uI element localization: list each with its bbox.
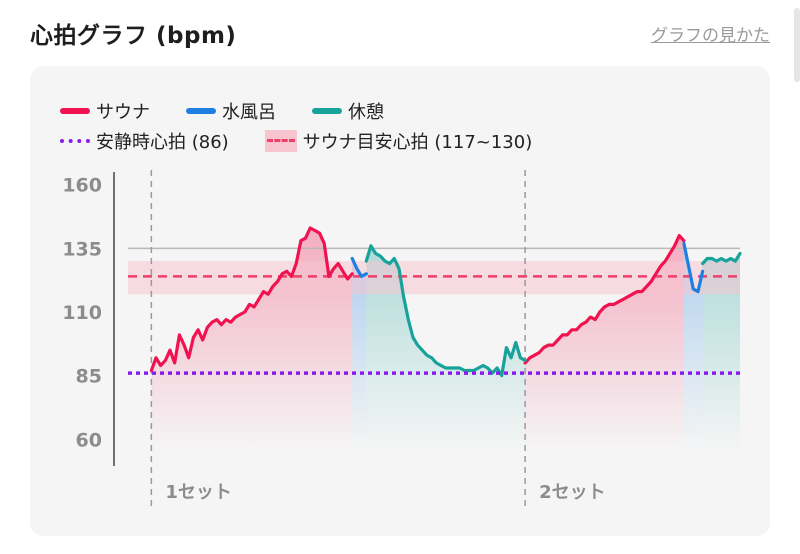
page-title: 心拍グラフ (bpm) (30, 23, 237, 49)
legend-swatch-sauna (60, 108, 90, 114)
set-label-2: 2セット (539, 482, 606, 503)
target-zone-band (128, 261, 740, 295)
legend-swatch-resting-hr (60, 139, 90, 143)
legend-label-resting-hr: 安静時心拍 (86) (96, 132, 229, 153)
series-line-0-1 (523, 234, 686, 365)
series-line-2-1 (701, 251, 742, 266)
legend-item-target-zone: サウナ目安心拍 (117~130) (264, 128, 533, 154)
series-lines (128, 226, 742, 378)
y-tick-label: 60 (76, 429, 102, 451)
legend-item-resting-hr: 安静時心拍 (86) (60, 128, 229, 154)
series-line-1-0 (350, 256, 368, 278)
legend-item-rest: 休憩 (312, 98, 384, 124)
legend-swatch-rest (312, 108, 342, 114)
series-line-2-0 (364, 244, 527, 378)
legend-label-cold-bath: 水風呂 (222, 102, 276, 123)
legend-label-sauna: サウナ (96, 102, 150, 123)
y-tick-label: 85 (76, 366, 102, 388)
y-axis: 60 85 110 135 160 (62, 172, 115, 466)
legend-label-target-zone: サウナ目安心拍 (117~130) (302, 132, 533, 153)
series-line-0-0 (149, 226, 354, 373)
legend-swatch-target-zone (264, 130, 297, 152)
phase-fill-5 (702, 253, 740, 452)
y-tick-label: 110 (62, 302, 102, 324)
legend-swatch-cold-bath (186, 108, 216, 114)
heart-rate-chart-card: サウナ 水風呂 休憩 安静時心拍 (86) サウナ目安心拍 (117~130) (30, 66, 770, 536)
chart-legend: サウナ 水風呂 休憩 安静時心拍 (86) サウナ目安心拍 (117~130) (60, 96, 760, 156)
graph-help-link[interactable]: グラフの見かた (651, 26, 770, 46)
legend-item-cold-bath: 水風呂 (186, 98, 276, 124)
y-tick-label: 135 (62, 238, 102, 260)
set-markers: 1セット 2セット (150, 170, 606, 506)
scrollbar[interactable] (794, 8, 800, 82)
legend-row-phases: サウナ 水風呂 休憩 (60, 96, 760, 126)
set-label-1: 1セット (165, 482, 232, 503)
legend-label-rest: 休憩 (348, 102, 384, 123)
reference-lines (128, 247, 740, 295)
series-line-1-1 (682, 241, 705, 294)
legend-item-sauna: サウナ (60, 98, 150, 124)
phase-fill-1 (352, 258, 367, 452)
phase-fill-2 (366, 245, 526, 452)
y-tick-label: 160 (62, 175, 102, 197)
header: 心拍グラフ (bpm) グラフの見かた (0, 0, 800, 64)
legend-row-references: 安静時心拍 (86) サウナ目安心拍 (117~130) (60, 126, 760, 156)
heart-rate-chart: 60 85 110 135 160 1セット 2セット (62, 170, 742, 506)
